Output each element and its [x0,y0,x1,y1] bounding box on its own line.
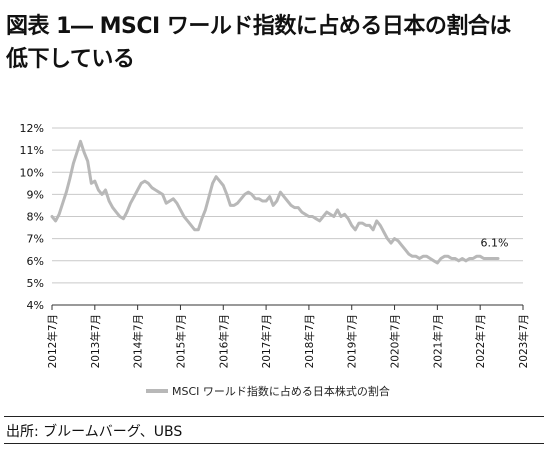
x-tick-label: 2022年7月 [474,314,487,368]
chart-title: 図表 1― MSCI ワールド指数に占める日本の割合は 低下している [6,10,542,76]
x-tick-label: 2013年7月 [89,314,102,368]
y-tick-label: 7% [27,233,44,246]
source-rule-bottom [4,443,544,444]
y-tick-label: 9% [27,188,44,201]
series-lines [50,139,500,265]
y-axis-tick-labels: 4% 5% 6% 7% 8% 9% 10% 11% 12% [20,122,44,312]
legend-label: MSCI ワールド指数に占める日本株式の割合 [172,384,390,398]
legend: MSCI ワールド指数に占める日本株式の割合 [146,384,390,398]
source-note: 出所: ブルームバーグ、UBS [6,424,183,440]
annotations: 6.1% [480,237,508,250]
x-tick-label: 2019年7月 [346,314,359,368]
y-tick-label: 10% [20,166,44,179]
source-rule-top [4,416,544,417]
chart-title-line-1: 図表 1― MSCI ワールド指数に占める日本の割合は [6,14,511,39]
y-tick-label: 11% [20,144,44,157]
chart-title-line-2: 低下している [6,47,135,72]
x-tick-label: 2012年7月 [46,314,59,368]
x-tick-label: 2016年7月 [217,314,230,368]
x-tick-label: 2021年7月 [431,314,444,368]
y-tick-label: 4% [27,299,44,312]
y-tick-label: 12% [20,122,44,135]
line-chart: 4% 5% 6% 7% 8% 9% 10% 11% 12% 2012年7月 2013年7月 2014… [20,122,530,398]
gridlines [52,127,523,306]
x-tick-label: 2015年7月 [174,314,187,368]
y-tick-label: 5% [27,277,44,290]
annotation-label: 6.1% [480,237,508,250]
x-tick-label: 2023年7月 [517,314,530,368]
x-tick-label: 2017年7月 [260,314,273,368]
y-tick-label: 6% [27,255,44,268]
x-tick-label: 2014年7月 [132,314,145,368]
y-tick-label: 8% [27,211,44,224]
series-line [50,139,500,265]
x-axis: 2012年7月 2013年7月 2014年7月 2015年7月 2016年7月 2017年… [46,304,530,368]
x-tick-label: 2018年7月 [303,314,316,368]
x-tick-label: 2020年7月 [389,314,402,368]
